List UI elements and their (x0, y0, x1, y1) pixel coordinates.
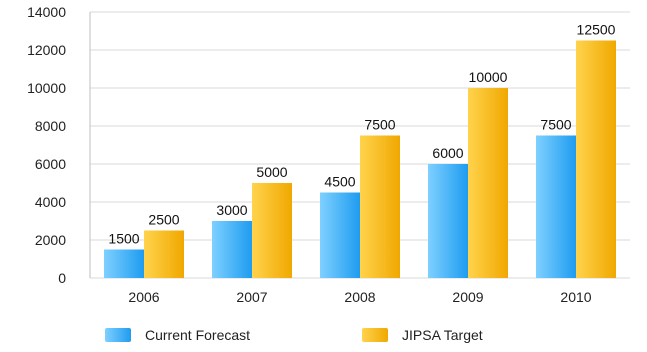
x-tick-label: 2008 (344, 289, 375, 305)
bar-jipsa-target-2008 (360, 135, 400, 278)
data-label: 12500 (577, 22, 616, 38)
y-tick-label: 4000 (35, 194, 66, 210)
bars (104, 40, 616, 278)
legend-item-current-forecast: Current Forecast (105, 327, 250, 343)
bar-current-forecast-2007 (212, 221, 252, 278)
y-tick-label: 14000 (27, 4, 66, 20)
x-tick-label: 2009 (452, 289, 483, 305)
data-label: 3000 (216, 202, 247, 218)
legend-swatch-current-forecast (105, 328, 131, 342)
y-tick-label: 2000 (35, 232, 66, 248)
legend-item-jipsa-target: JIPSA Target (362, 327, 483, 343)
bar-jipsa-target-2007 (252, 183, 292, 278)
data-label: 5000 (256, 164, 287, 180)
legend-label-current-forecast: Current Forecast (145, 327, 251, 343)
x-tick-label: 2010 (560, 289, 591, 305)
bar-chart: 0 2000 4000 6000 8000 10000 12000 14000 2006 2007… (27, 4, 630, 305)
data-label: 7500 (540, 117, 571, 133)
legend: Current Forecast JIPSA Target (0, 327, 647, 351)
legend-label-jipsa-target: JIPSA Target (402, 327, 483, 343)
bar-current-forecast-2008 (320, 192, 360, 278)
bar-current-forecast-2006 (104, 249, 144, 278)
y-tick-label: 8000 (35, 118, 66, 134)
data-labels: 1500 2500 3000 5000 4500 7500 6000 10000 7500 125… (108, 22, 615, 247)
bar-current-forecast-2010 (536, 135, 576, 278)
bar-jipsa-target-2010 (576, 40, 616, 278)
y-tick-label: 10000 (27, 80, 66, 96)
data-label: 1500 (108, 231, 139, 247)
data-label: 10000 (469, 69, 508, 85)
bar-jipsa-target-2006 (144, 230, 184, 278)
data-label: 2500 (148, 212, 179, 228)
y-tick-label: 0 (58, 270, 66, 286)
x-tick-label: 2006 (128, 289, 159, 305)
data-label: 4500 (324, 174, 355, 190)
data-label: 7500 (364, 117, 395, 133)
y-tick-label: 12000 (27, 42, 66, 58)
axes: 0 2000 4000 6000 8000 10000 12000 14000 2006 2007… (27, 4, 592, 305)
data-label: 6000 (432, 145, 463, 161)
x-tick-label: 2007 (236, 289, 267, 305)
bar-jipsa-target-2009 (468, 88, 508, 278)
bar-current-forecast-2009 (428, 164, 468, 278)
legend-swatch-jipsa-target (362, 328, 388, 342)
y-tick-label: 6000 (35, 156, 66, 172)
